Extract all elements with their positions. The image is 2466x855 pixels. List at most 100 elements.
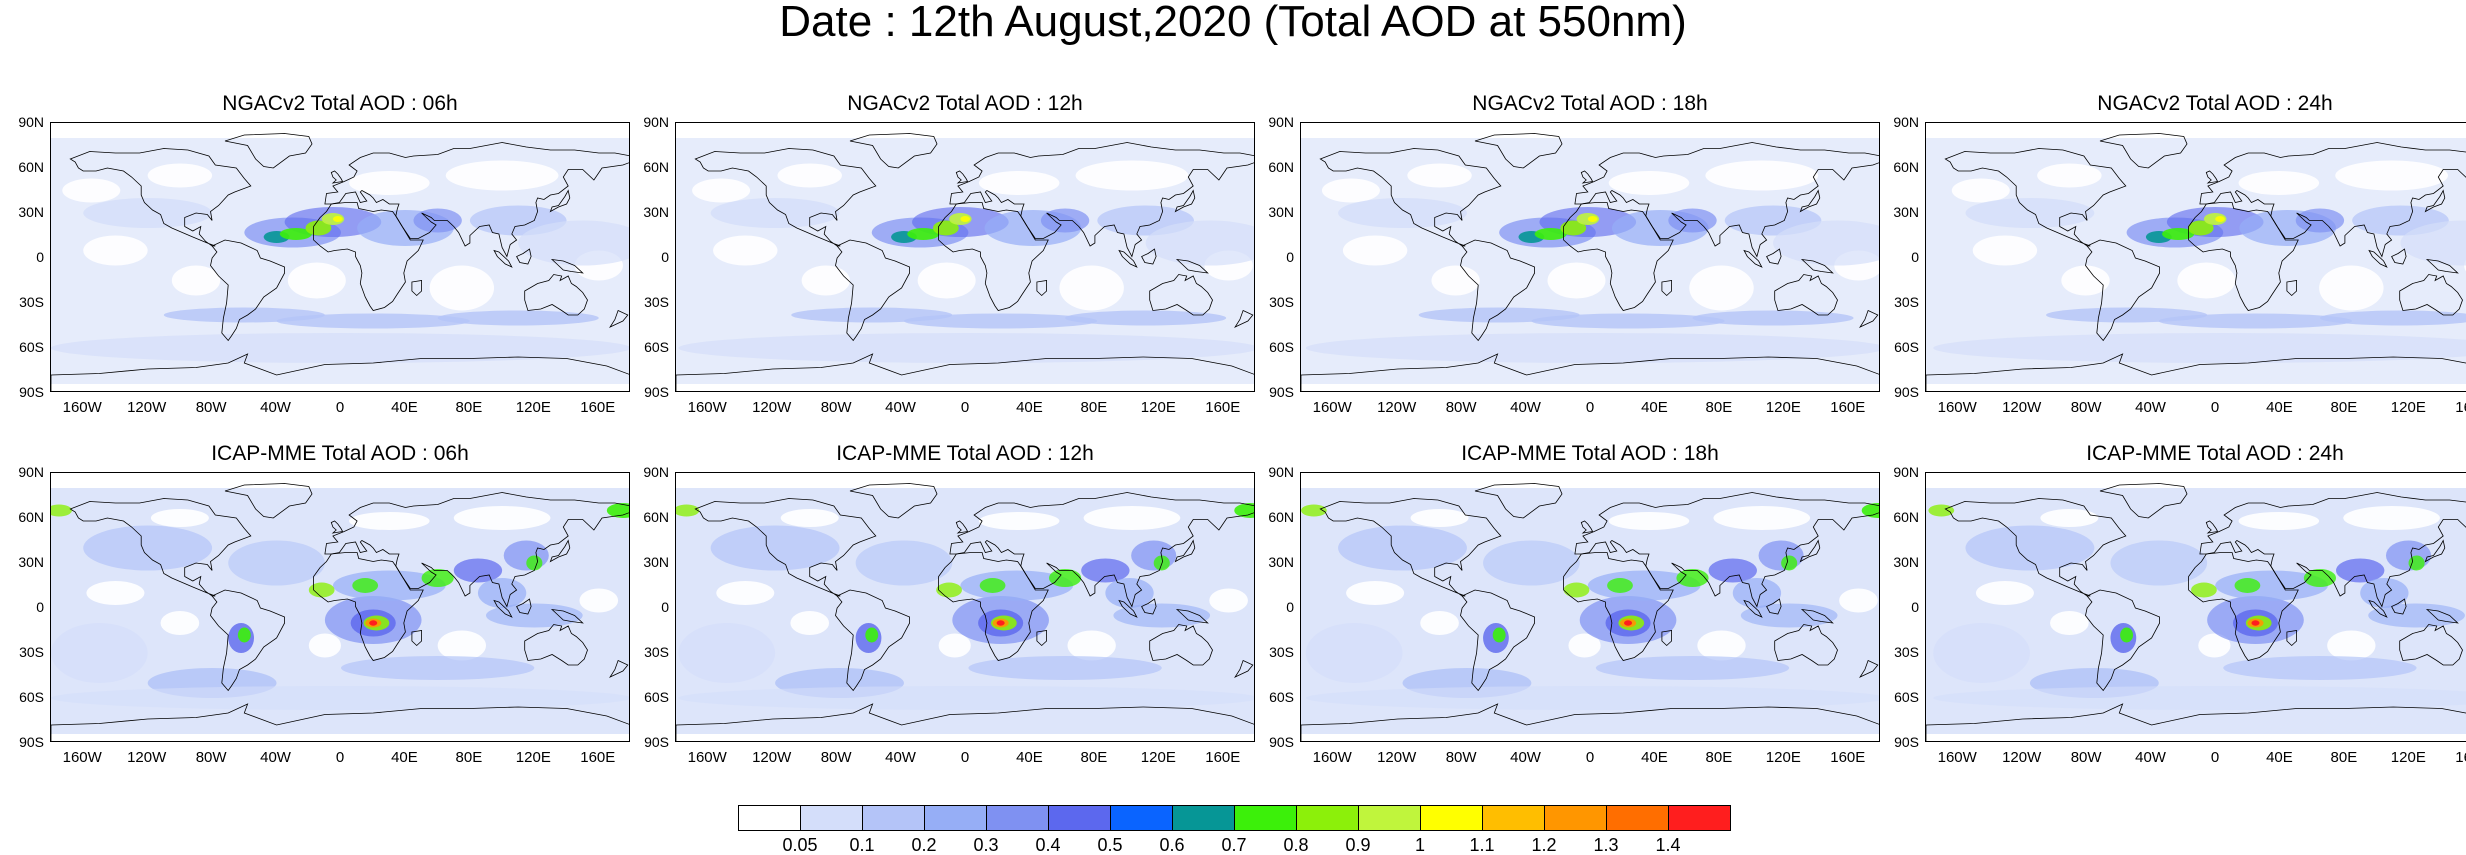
clean-air-region bbox=[1608, 512, 1690, 530]
lat-tick-label: 30N bbox=[643, 554, 669, 570]
map-panel: ICAP-MME Total AOD : 06h 90N 60N 30N 0 30S 60S… bbox=[18, 442, 630, 772]
aod-plume bbox=[1338, 525, 1467, 571]
lat-tick-label: 60N bbox=[18, 509, 44, 525]
coastline-antarctica bbox=[51, 353, 629, 391]
south-pole-band bbox=[676, 734, 1254, 741]
coastline-south-america bbox=[210, 239, 286, 342]
north-pole-band bbox=[51, 123, 629, 138]
coastline-africa bbox=[2188, 552, 2299, 661]
clean-air-region bbox=[2050, 611, 2089, 635]
lon-tick-label: 40W bbox=[885, 399, 916, 416]
lon-tick-label: 40W bbox=[1510, 749, 1541, 766]
coastline-madagascar bbox=[1661, 630, 1673, 647]
coastline-madagascar bbox=[411, 280, 423, 297]
aod-map bbox=[1925, 122, 2466, 392]
aod-plume bbox=[2110, 540, 2208, 586]
lon-tick-label: 120W bbox=[752, 399, 792, 416]
coastline-uk bbox=[1580, 170, 1594, 184]
aod-plume bbox=[526, 555, 543, 571]
lon-tick-label: 160W bbox=[62, 749, 102, 766]
clean-air-region bbox=[579, 588, 619, 613]
coastline-antarctica bbox=[1926, 353, 2466, 391]
clean-air-region bbox=[147, 163, 213, 188]
lon-tick-label: 160W bbox=[1937, 749, 1977, 766]
clean-air-region bbox=[2238, 171, 2320, 195]
aod-plume bbox=[518, 220, 629, 266]
lat-tick-label: 60S bbox=[644, 689, 669, 705]
panel-title: NGACv2 Total AOD : 24h bbox=[2097, 92, 2333, 115]
aod-plume bbox=[865, 627, 879, 643]
coastline-eurasia bbox=[949, 142, 1254, 258]
coastline-madagascar bbox=[1661, 280, 1673, 297]
coastline-greenland bbox=[849, 483, 938, 519]
lat-tick-label: 30N bbox=[1268, 204, 1294, 220]
colorbar-tick-label: 0.05 bbox=[782, 835, 818, 855]
clean-air-region bbox=[2327, 630, 2376, 661]
clean-air-region bbox=[349, 512, 430, 530]
clean-air-region bbox=[917, 262, 976, 299]
coastline-greenland bbox=[1474, 133, 1563, 169]
coastline-australia bbox=[1149, 624, 1213, 666]
colorbar-swatch bbox=[862, 805, 925, 831]
coastline-africa bbox=[2188, 202, 2299, 311]
coastline-new-guinea bbox=[1175, 608, 1209, 624]
lon-tick-label: 160E bbox=[1830, 749, 1866, 766]
clean-air-region bbox=[1608, 171, 1690, 195]
lat-tick-label: 0 bbox=[1911, 599, 1919, 615]
lon-tick-label: 40W bbox=[1510, 399, 1541, 416]
coastline-sumatra bbox=[1118, 249, 1138, 268]
coastline-sumatra bbox=[2368, 599, 2388, 618]
coastline-greenland bbox=[2099, 133, 2188, 169]
colorbar-tick-label: 0.1 bbox=[849, 835, 875, 855]
lon-tick-label: 40E bbox=[1016, 399, 1043, 416]
aod-plume bbox=[503, 540, 549, 571]
coastline-australia bbox=[1149, 274, 1213, 316]
lon-tick-label: 80W bbox=[820, 749, 852, 766]
aod-plume bbox=[936, 582, 962, 598]
figure-title: Date : 12th August,2020 (Total AOD at 55… bbox=[779, 0, 1687, 46]
aod-plume bbox=[1607, 578, 1633, 593]
lon-tick-label: 120E bbox=[515, 399, 551, 416]
coastline-japan bbox=[1174, 189, 1196, 213]
lon-tick-label: 0 bbox=[2210, 749, 2220, 766]
lat-tick-label: 90S bbox=[1269, 734, 1294, 750]
aod-plume bbox=[710, 525, 840, 571]
aod-plume bbox=[1773, 220, 1879, 266]
colorbar-tick-label: 0.2 bbox=[911, 835, 937, 855]
coastline-africa bbox=[938, 552, 1049, 661]
aod-map bbox=[675, 122, 1255, 392]
coastline-eurasia bbox=[2199, 142, 2466, 258]
north-pole-band bbox=[676, 123, 1254, 138]
aod-plume bbox=[968, 656, 1162, 680]
aod-plume bbox=[1048, 569, 1082, 587]
coastline-antarctica bbox=[1301, 703, 1879, 741]
lat-tick-label: 0 bbox=[1286, 599, 1294, 615]
coastline-antarctica bbox=[1301, 353, 1879, 391]
lat-tick-label: 60N bbox=[1893, 159, 1919, 175]
clean-air-region bbox=[83, 235, 148, 266]
colorbar-swatch bbox=[1358, 805, 1421, 831]
clean-air-region bbox=[2037, 163, 2102, 188]
coastline-north-america bbox=[1944, 498, 2127, 597]
lat-tick-label: 30S bbox=[19, 294, 44, 310]
coastline-japan bbox=[1799, 539, 1821, 563]
colorbar-tick-label: 0.5 bbox=[1097, 835, 1123, 855]
colorbar-tick-label: 0.3 bbox=[973, 835, 999, 855]
lat-tick-label: 60S bbox=[644, 339, 669, 355]
north-pole-band bbox=[1301, 123, 1879, 138]
coastline-eurasia bbox=[949, 492, 1254, 608]
clean-air-region bbox=[287, 262, 346, 299]
aod-plume bbox=[2251, 620, 2260, 626]
clean-air-region bbox=[2177, 262, 2236, 299]
lat-tick-label: 60N bbox=[1268, 509, 1294, 525]
clean-air-region bbox=[349, 171, 430, 195]
lon-tick-label: 80W bbox=[2070, 749, 2102, 766]
clean-air-region bbox=[1346, 581, 1405, 605]
colorbar-swatch bbox=[738, 805, 801, 831]
coastline-sumatra bbox=[2368, 249, 2388, 268]
colorbar-swatch bbox=[1234, 805, 1297, 831]
lon-tick-label: 160W bbox=[62, 399, 102, 416]
aod-plume bbox=[1740, 603, 1838, 628]
coastline-sumatra bbox=[493, 599, 513, 618]
coastline-north-america bbox=[69, 148, 252, 247]
